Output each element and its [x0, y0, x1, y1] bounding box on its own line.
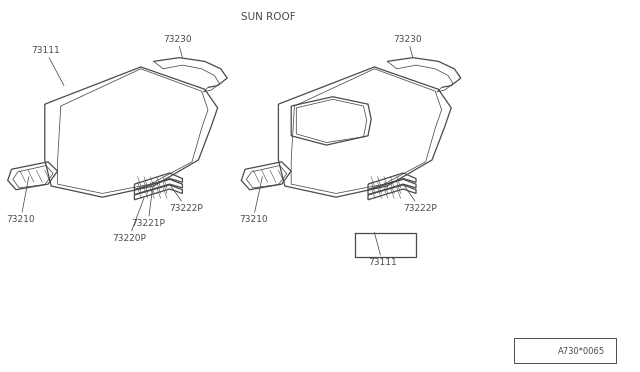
- Text: 73222P: 73222P: [170, 184, 204, 213]
- Text: 73210: 73210: [239, 177, 268, 224]
- Text: A730*0065: A730*0065: [557, 347, 605, 356]
- Text: 73230: 73230: [394, 35, 422, 58]
- Text: 73220P: 73220P: [112, 198, 146, 243]
- Text: 73210: 73210: [6, 177, 35, 224]
- Text: SUN ROOF: SUN ROOF: [241, 12, 296, 22]
- Text: 73221P: 73221P: [131, 190, 165, 228]
- Text: 73111: 73111: [368, 232, 397, 267]
- Text: 73230: 73230: [163, 35, 192, 58]
- Text: 73222P: 73222P: [403, 184, 437, 213]
- Text: 73111: 73111: [31, 46, 64, 86]
